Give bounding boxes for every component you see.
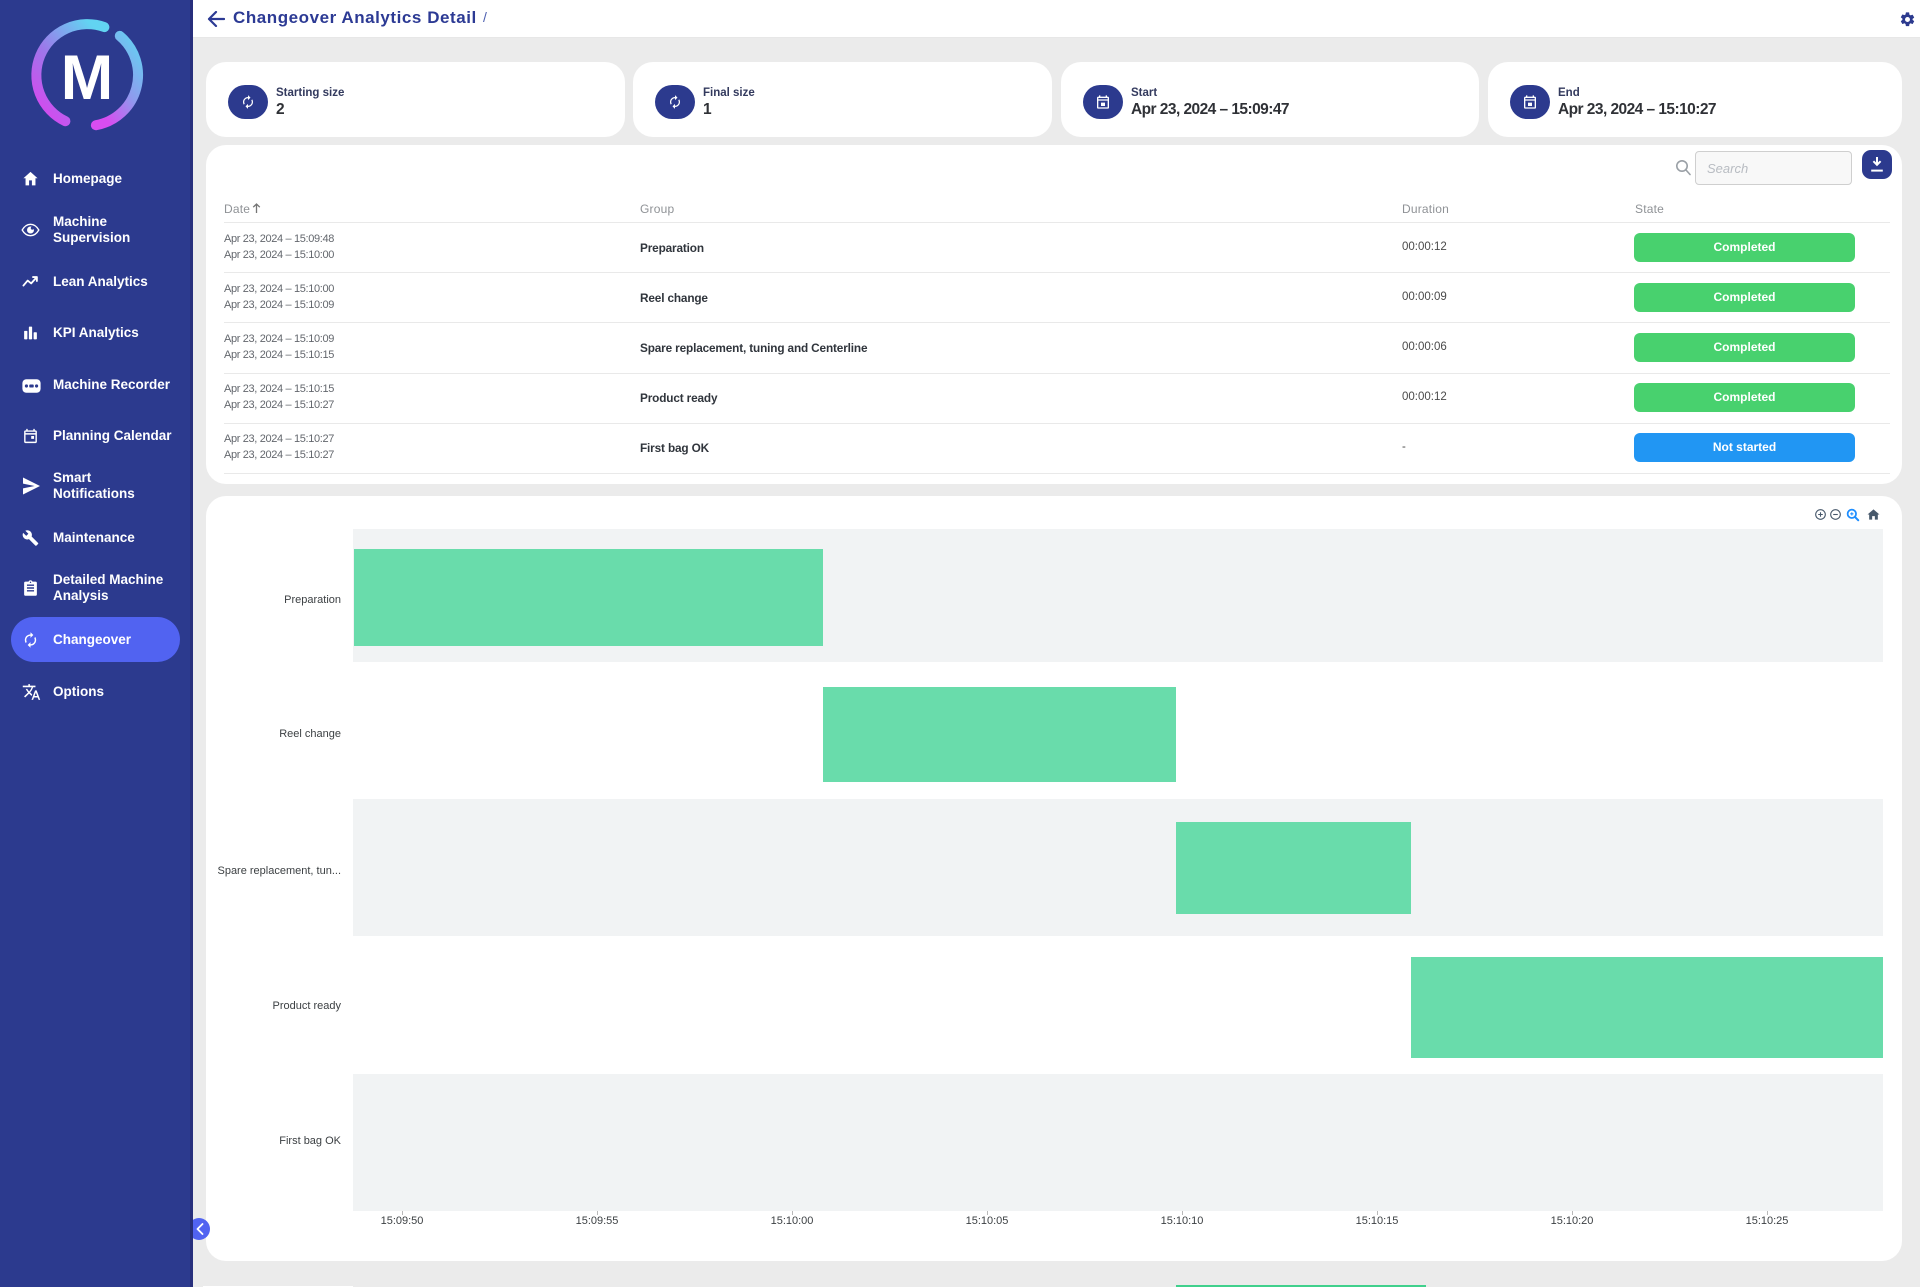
svg-text:M: M (61, 43, 113, 113)
